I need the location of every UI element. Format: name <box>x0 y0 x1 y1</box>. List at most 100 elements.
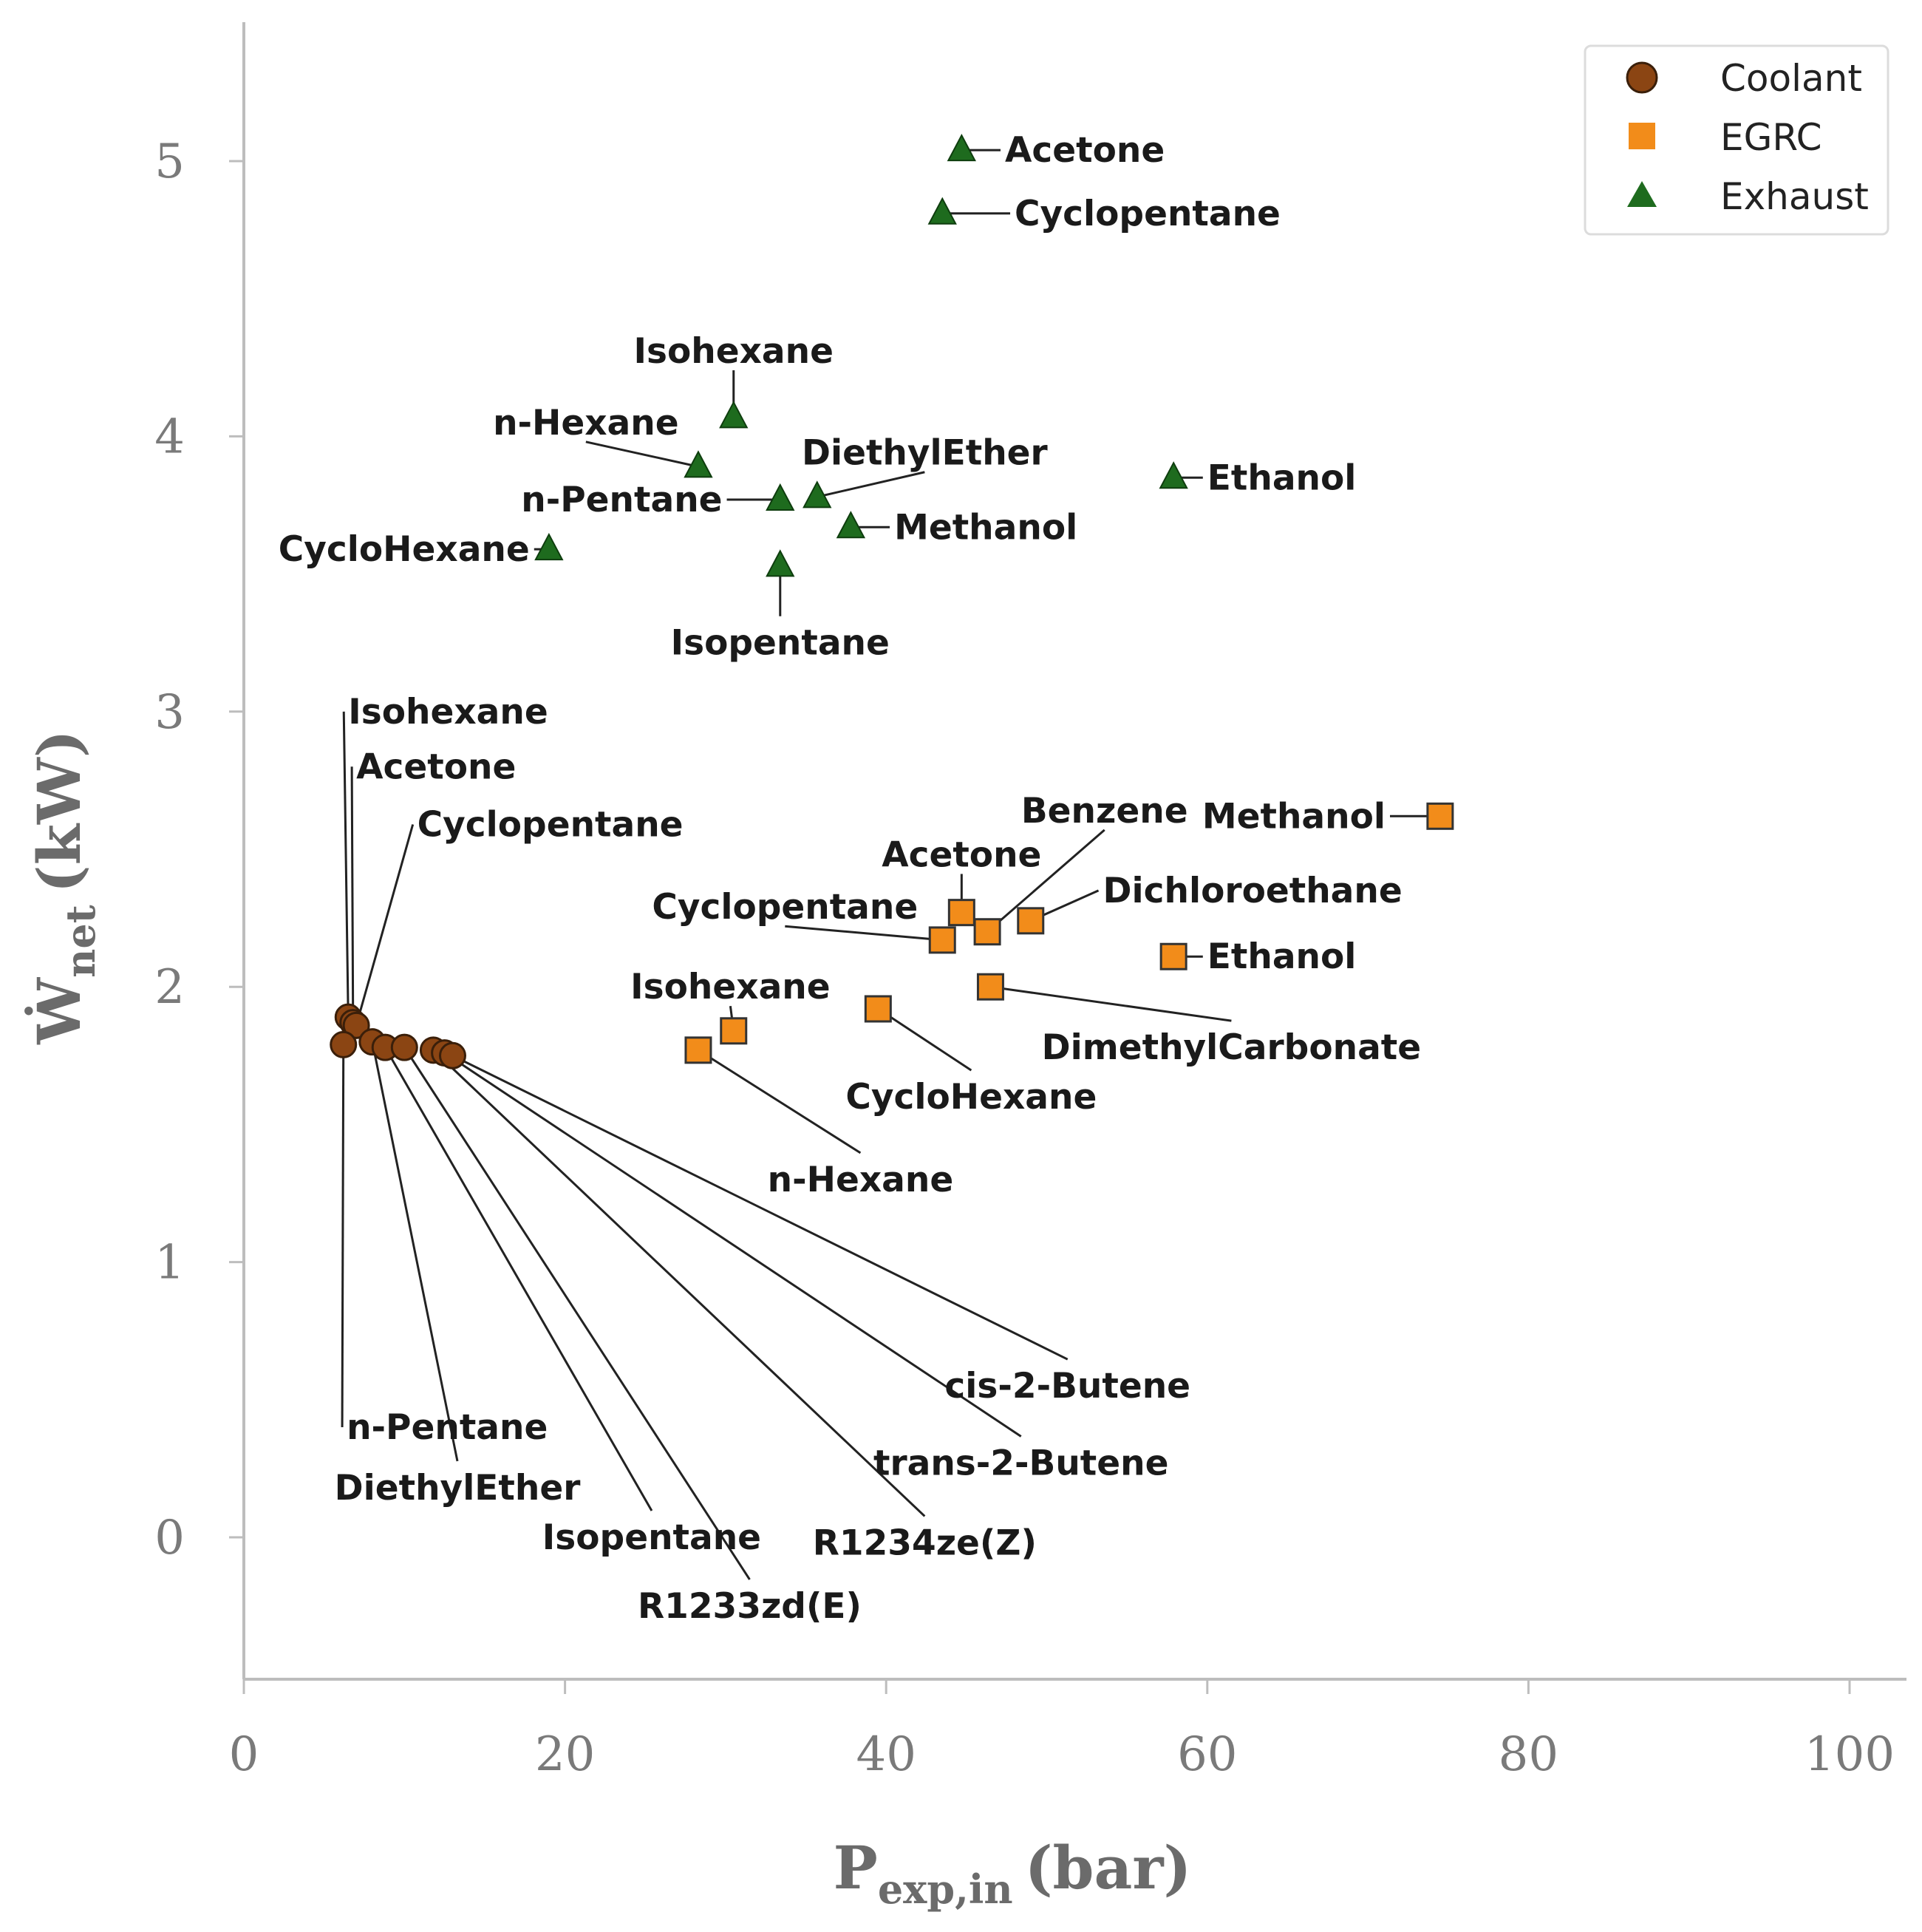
y-tick-label: 2 <box>154 960 185 1015</box>
marker-exhaust-acetone <box>947 133 976 162</box>
marker-exhaust-cyclohexane <box>534 532 564 561</box>
legend-coolant-label: Coolant <box>1720 57 1862 100</box>
label-exhaust-cyclohexane: CycloHexane <box>279 529 530 570</box>
marker-exhaust-ethanol <box>1159 461 1188 489</box>
y-axis-title-main: Ẇ <box>24 977 94 1045</box>
x-tick-label: 0 <box>229 1727 259 1782</box>
marker-exhaust-isopentane <box>766 549 795 577</box>
label-exhaust-isopentane: Isopentane <box>671 623 890 664</box>
leader-line-egrc-cyclohexane <box>877 1007 972 1072</box>
leader-line-egrc-cyclopentane <box>785 925 943 942</box>
leader-line-exhaust-diethylether <box>817 471 925 498</box>
x-axis-title-sub: exp,in <box>878 1865 1013 1913</box>
x-axis-title-main: P <box>834 1833 878 1902</box>
legend-exhaust-label: Exhaust <box>1720 175 1869 218</box>
label-exhaust-acetone: Acetone <box>1005 130 1165 171</box>
x-tick-label: 80 <box>1499 1727 1558 1782</box>
legend-egrc-marker <box>1629 123 1655 149</box>
marker-coolant-r1233zd-e- <box>390 1033 418 1061</box>
legend-exhaust-marker <box>1627 181 1657 207</box>
legend: Coolant EGRC Exhaust <box>1584 44 1889 236</box>
legend-coolant-marker <box>1626 61 1658 94</box>
x-tick-label: 100 <box>1805 1727 1895 1782</box>
leader-line-exhaust-n-hexane <box>585 441 699 468</box>
y-axis-title-sub: net <box>57 905 104 978</box>
ticks: 0 20 40 60 80 100 0 1 2 3 4 5 <box>154 135 1895 1782</box>
leader-line-coolant-isopentane <box>384 1047 653 1511</box>
marker-egrc-dimethylcarbonate <box>976 973 1004 1001</box>
y-tick-label: 1 <box>154 1236 185 1290</box>
x-axis-title: Pexp,in (bar) <box>834 1833 1192 1913</box>
label-egrc-dichloroethane: Dichloroethane <box>1103 871 1403 911</box>
leader-line-coolant-isohexane <box>342 711 350 1018</box>
y-axis-title-unit: (kW) <box>24 729 94 893</box>
label-egrc-methanol: Methanol <box>1202 796 1386 837</box>
leader-line-coolant-r1234ze-z- <box>432 1049 926 1517</box>
y-tick-label: 4 <box>154 409 185 464</box>
leader-line-egrc-benzene <box>986 829 1105 933</box>
label-coolant-acetone: Acetone <box>356 746 516 787</box>
marker-coolant-n-pentane <box>330 1030 358 1058</box>
leader-line-coolant-r1233zd-e- <box>403 1047 751 1580</box>
label-egrc-ethanol: Ethanol <box>1207 936 1357 977</box>
marker-egrc-dichloroethane <box>1017 907 1045 935</box>
marker-egrc-benzene <box>973 918 1001 946</box>
label-coolant-cis-2-butene: cis-2-Butene <box>944 1366 1190 1407</box>
label-coolant-trans-2-butene: trans-2-Butene <box>873 1443 1168 1483</box>
leader-line-coolant-cis-2-butene <box>451 1054 1069 1361</box>
y-tick-label: 3 <box>154 685 185 740</box>
label-egrc-cyclopentane: Cyclopentane <box>652 887 918 928</box>
marker-egrc-ethanol <box>1159 942 1187 970</box>
label-exhaust-n-hexane: n-Hexane <box>493 403 679 443</box>
label-coolant-cyclopentane: Cyclopentane <box>418 804 684 845</box>
label-exhaust-isohexane: Isohexane <box>634 331 834 372</box>
x-tick-label: 40 <box>856 1727 916 1782</box>
x-tick-label: 20 <box>535 1727 595 1782</box>
marker-exhaust-isohexane <box>719 401 749 429</box>
point-labels: Isohexane Acetone Cyclopentane n-Pentane Die… <box>279 130 1421 1627</box>
y-tick-label: 5 <box>154 135 185 189</box>
marker-coolant-cis-2-butene <box>438 1041 466 1069</box>
axes <box>242 22 1906 1681</box>
marker-egrc-acetone <box>947 899 975 927</box>
marker-exhaust-methanol <box>836 511 866 539</box>
legend-egrc-label: EGRC <box>1720 116 1822 159</box>
leader-line-egrc-dimethylcarbonate <box>990 985 1232 1022</box>
leader-line-coolant-trans-2-butene <box>443 1052 1022 1438</box>
label-egrc-cyclohexane: CycloHexane <box>845 1077 1097 1118</box>
marker-coolant-cyclopentane <box>342 1011 370 1039</box>
label-exhaust-diethylether: DiethylEther <box>802 433 1049 474</box>
label-coolant-r1233zd-e-: R1233zd(E) <box>638 1586 862 1627</box>
x-axis-title-unit: (bar) <box>1025 1833 1192 1902</box>
leader-line-coolant-diethylether <box>371 1041 459 1462</box>
legend-box <box>1584 44 1889 236</box>
label-egrc-benzene: Benzene <box>1021 791 1188 831</box>
marker-exhaust-cyclopentane <box>927 197 957 225</box>
leader-line-coolant-n-pentane <box>341 1044 345 1428</box>
label-coolant-diethylether: DiethylEther <box>335 1468 582 1508</box>
label-egrc-acetone: Acetone <box>882 834 1041 875</box>
marker-egrc-cyclohexane <box>864 995 892 1023</box>
marker-egrc-isohexane <box>720 1017 748 1045</box>
leader-line-egrc-n-hexane <box>698 1049 862 1154</box>
leader-line-coolant-acetone <box>350 766 355 1023</box>
label-coolant-n-pentane: n-Pentane <box>347 1407 548 1448</box>
marker-egrc-cyclopentane <box>928 926 956 954</box>
marker-egrc-n-hexane <box>684 1036 712 1064</box>
y-axis-title: Ẇnet (kW) <box>24 729 104 1044</box>
y-tick-label: 0 <box>154 1511 185 1565</box>
label-exhaust-cyclopentane: Cyclopentane <box>1015 194 1281 234</box>
marker-egrc-methanol <box>1426 802 1454 830</box>
data-markers <box>330 133 1454 1069</box>
label-egrc-dimethylcarbonate: DimethylCarbonate <box>1042 1027 1422 1068</box>
leader-line-coolant-cyclopentane <box>355 824 415 1026</box>
marker-exhaust-n-hexane <box>684 450 713 478</box>
label-coolant-isohexane: Isohexane <box>348 692 548 732</box>
label-egrc-n-hexane: n-Hexane <box>768 1160 954 1200</box>
label-exhaust-methanol: Methanol <box>894 507 1077 548</box>
label-exhaust-n-pentane: n-Pentane <box>521 480 722 520</box>
marker-exhaust-diethylether <box>802 480 832 508</box>
label-coolant-r1234ze-z-: R1234ze(Z) <box>813 1523 1037 1563</box>
marker-exhaust-n-pentane <box>766 483 795 511</box>
